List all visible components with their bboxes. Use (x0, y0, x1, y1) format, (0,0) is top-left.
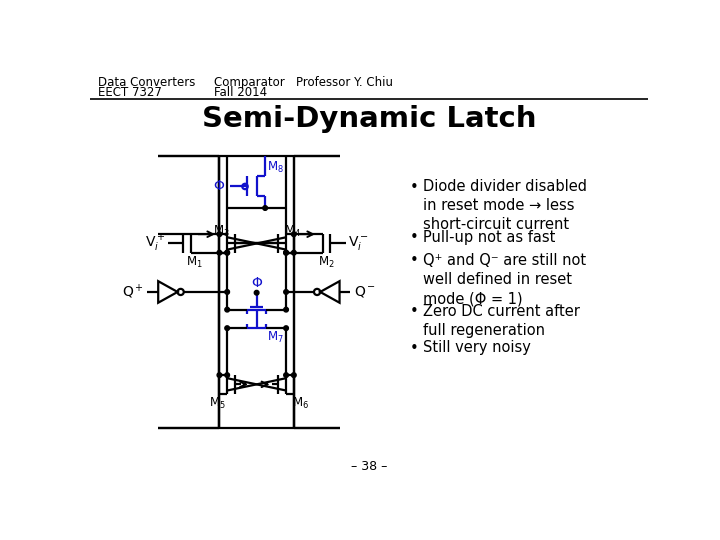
Circle shape (225, 289, 230, 294)
Circle shape (284, 289, 289, 294)
Text: V$_i^-$: V$_i^-$ (348, 234, 369, 252)
Circle shape (217, 251, 222, 255)
Text: M$_3$: M$_3$ (212, 224, 230, 239)
Circle shape (225, 251, 230, 255)
Text: Φ: Φ (213, 179, 224, 193)
Text: M$_8$: M$_8$ (267, 160, 284, 175)
Circle shape (284, 326, 289, 330)
Circle shape (225, 326, 230, 330)
Text: Data Converters: Data Converters (98, 76, 195, 89)
Text: •: • (410, 253, 418, 268)
Circle shape (292, 232, 296, 237)
Text: •: • (410, 179, 418, 194)
Circle shape (292, 251, 296, 255)
Text: M$_2$: M$_2$ (318, 255, 335, 270)
Text: M$_1$: M$_1$ (186, 255, 203, 270)
Text: Comparator   Professor Y. Chiu: Comparator Professor Y. Chiu (214, 76, 393, 89)
Circle shape (225, 307, 230, 312)
Text: M$_5$: M$_5$ (210, 396, 226, 411)
Text: Fall 2014: Fall 2014 (214, 85, 267, 99)
Text: M$_4$: M$_4$ (284, 224, 301, 239)
Text: Φ: Φ (251, 275, 262, 289)
Text: – 38 –: – 38 – (351, 460, 387, 473)
Text: Zero DC current after
full regeneration: Zero DC current after full regeneration (423, 303, 580, 338)
Text: Semi-Dynamic Latch: Semi-Dynamic Latch (202, 105, 536, 133)
Text: •: • (410, 304, 418, 319)
Circle shape (284, 251, 289, 255)
Text: •: • (410, 341, 418, 356)
Text: EECT 7327: EECT 7327 (98, 85, 161, 99)
Text: M$_7$: M$_7$ (267, 330, 284, 345)
Text: •: • (410, 231, 418, 245)
Circle shape (284, 251, 289, 255)
Text: Q$^+$: Q$^+$ (122, 283, 144, 301)
Text: Pull-up not as fast: Pull-up not as fast (423, 230, 556, 245)
Circle shape (263, 206, 267, 210)
Circle shape (225, 373, 230, 377)
Text: Diode divider disabled
in reset mode → less
short-circuit current: Diode divider disabled in reset mode → l… (423, 179, 588, 232)
Text: Still very noisy: Still very noisy (423, 340, 531, 355)
Text: M$_6$: M$_6$ (292, 396, 310, 411)
Circle shape (284, 373, 289, 377)
Circle shape (254, 291, 259, 295)
Circle shape (284, 307, 289, 312)
Circle shape (217, 232, 222, 237)
Circle shape (217, 373, 222, 377)
Circle shape (225, 251, 230, 255)
Circle shape (292, 373, 296, 377)
Text: Q⁺ and Q⁻ are still not
well defined in reset
mode (Φ = 1): Q⁺ and Q⁻ are still not well defined in … (423, 253, 586, 306)
Text: Q$^-$: Q$^-$ (354, 285, 376, 300)
Text: V$_i^+$: V$_i^+$ (145, 233, 165, 254)
